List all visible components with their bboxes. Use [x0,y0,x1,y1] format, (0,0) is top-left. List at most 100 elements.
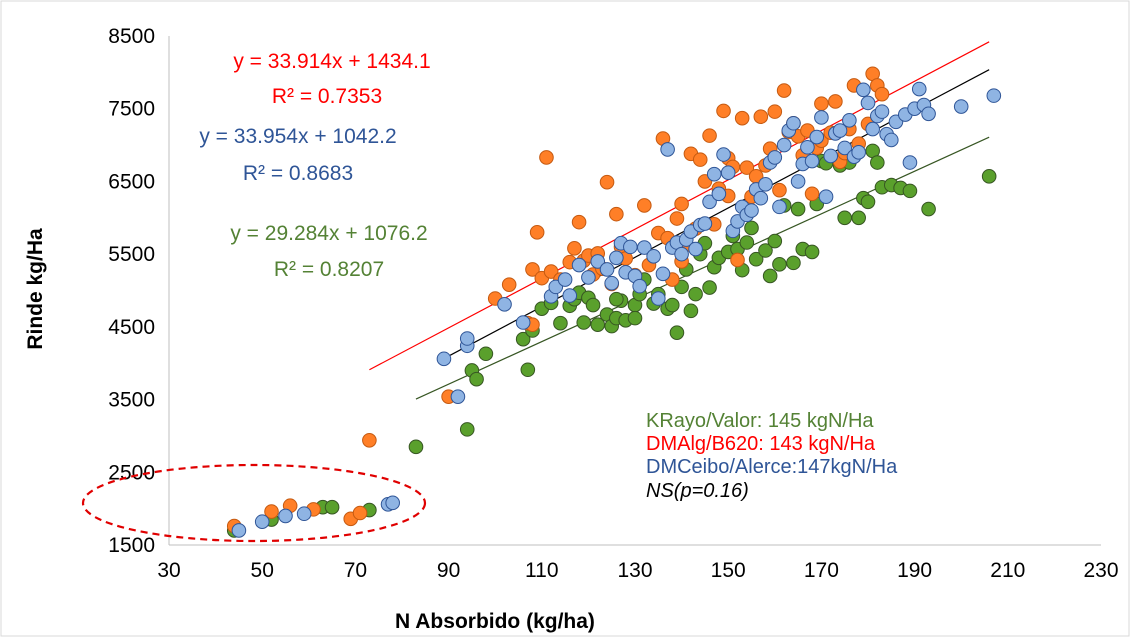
point-blue [557,272,573,287]
point-green [688,286,703,302]
point-red [739,160,755,175]
point-red [730,252,745,268]
point-green [748,251,764,267]
point-green [804,244,820,260]
point-blue [884,132,899,148]
point-blue [651,291,666,306]
point-red [501,277,517,292]
point-blue [786,115,801,131]
point-blue [254,514,270,530]
point-blue [823,148,839,164]
r2-blue: R² = 0.8683 [243,162,353,185]
point-blue [902,155,918,170]
point-blue [571,257,587,273]
low-n-cluster-highlight [81,463,427,543]
point-blue [800,139,815,155]
x-tick-label: 110 [525,559,558,582]
point-blue [832,123,848,138]
point-red [362,432,377,448]
point-green [627,310,643,326]
point-red [692,152,708,167]
point-red [734,110,750,126]
n-optimum-notes: KRayo/Valor: 145 kgN/Ha DMAlg/B620: 143 … [646,410,898,502]
x-tick-label: 150 [711,559,746,582]
point-blue [599,262,615,277]
point-blue [804,153,820,169]
point-blue [581,270,596,285]
point-blue [385,495,400,511]
x-tick-labels: 30 50 70 90 110 130 150 170 190 210 230 [157,559,1118,582]
axes [168,36,1101,546]
equation-red: y = 33.914x + 1434.1 [233,50,430,73]
point-green [664,297,680,313]
note-dmalg-b620: DMAlg/B620: 143 kgN/Ha [646,433,876,455]
point-blue [814,110,829,125]
note-dmceibo-alerce: DMCeibo/Alerce:147kgN/Ha [646,456,898,478]
y-tick-label: 1500 [108,534,155,557]
point-blue [776,137,792,153]
point-green [772,257,787,272]
point-blue [637,240,652,255]
x-tick-label: 90 [437,559,460,582]
point-blue [515,315,531,330]
y-tick-label: 8500 [108,25,155,48]
point-green [585,297,601,313]
point-green [324,499,340,515]
point-green [553,315,568,331]
point-blue [697,216,713,231]
note-krayo-valor: KRayo/Valor: 145 kgN/Ha [646,410,874,432]
y-tick-label: 6500 [108,170,155,193]
point-green [767,233,783,249]
point-red [772,182,787,198]
point-green [981,169,997,184]
y-tick-label: 5500 [108,243,155,266]
point-blue [702,194,717,210]
y-tick-label: 7500 [108,98,155,121]
point-blue [655,266,671,282]
x-tick-label: 30 [157,559,180,582]
point-green [902,183,918,199]
point-blue [986,88,1002,103]
r2-green: R² = 0.8207 [274,258,384,281]
point-red [352,505,368,521]
point-green [860,194,876,210]
point-green [786,255,801,271]
point-red [716,103,731,119]
point-red [539,150,554,165]
point-blue [436,351,452,367]
point-blue [818,189,834,204]
y-axis-title: Rinde kg/Ha [24,228,47,350]
point-blue [706,166,722,182]
point-blue [632,278,647,294]
x-tick-label: 70 [344,559,367,582]
point-red [529,225,545,240]
point-blue [688,241,703,257]
point-red [525,262,540,277]
point-green [520,362,536,378]
point-green [702,280,717,295]
point-blue [767,150,783,165]
point-red [669,211,685,226]
x-tick-label: 210 [990,559,1025,582]
point-blue [851,145,866,160]
point-blue [911,81,927,97]
point-blue [674,246,689,262]
point-green [758,243,773,258]
point-red [543,264,559,279]
point-green [478,346,494,362]
point-red [753,109,769,125]
point-green [408,439,424,455]
point-green [921,201,936,217]
point-red [637,198,652,213]
point-green [851,210,866,226]
point-blue [856,82,871,98]
point-green [590,317,606,332]
equation-blue: y = 33.954x + 1042.2 [199,125,396,148]
point-green [790,201,806,217]
x-tick-label: 170 [804,559,839,582]
point-blue [623,239,638,255]
x-tick-label: 230 [1083,559,1118,582]
point-red [599,174,615,190]
point-blue [646,249,661,264]
